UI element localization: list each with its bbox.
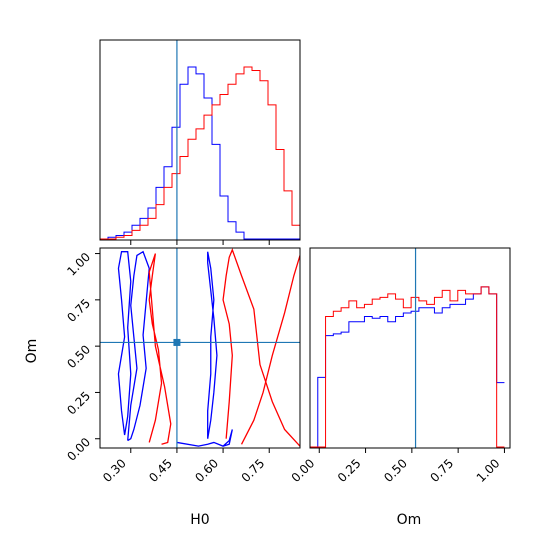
om-y-tick-label: 0.25: [64, 389, 93, 418]
om-tick-label: 1.00: [474, 456, 503, 485]
contour-series-1-line-2: [117, 251, 132, 436]
h0-tick-label: 0.30: [100, 456, 129, 485]
h0-hist-frame: [99, 39, 301, 241]
contour-frame: [99, 247, 301, 449]
h0-marginal-panel: [99, 39, 301, 245]
axis-labels: H0 Om Om: [24, 339, 421, 528]
h0-hist-series-2: [100, 66, 300, 240]
h0-hist-series-1: [100, 66, 300, 240]
om-hist-frame: [309, 247, 511, 449]
x-axis-label-h0: H0: [190, 512, 209, 528]
h0-tick-label: 0.75: [239, 456, 268, 485]
contour-series-2-line-2: [222, 248, 300, 447]
om-tick-label: 0.00: [289, 456, 318, 485]
y-axis-label-om: Om: [24, 339, 40, 364]
h0-tick-label: 0.60: [192, 456, 221, 485]
x-axis-label-om: Om: [397, 512, 422, 528]
om-hist-series-1: [310, 286, 505, 448]
truth-marker: [173, 338, 181, 346]
om-tick-label: 0.50: [381, 456, 410, 485]
om-marginal-panel: 0.00 0.25 0.50 0.75 1.00: [289, 247, 511, 485]
contour-series-1-line-4: [176, 429, 233, 447]
om-y-tick-label: 0.00: [64, 435, 93, 464]
om-y-tick-label: 0.50: [64, 342, 93, 371]
om-tick-label: 0.75: [427, 456, 456, 485]
h0-tick-label: 0.45: [146, 456, 175, 485]
om-tick-label: 0.25: [335, 456, 364, 485]
om-y-tick-label: 1.00: [64, 250, 93, 279]
om-y-tick-label: 0.75: [64, 296, 93, 325]
om-hist-series-2: [310, 286, 505, 448]
contour-series-2-line-1: [148, 253, 172, 445]
contour-lines: [117, 248, 300, 447]
contour-series-1-line-3: [207, 251, 218, 439]
contour-series-1-line-1: [127, 250, 150, 442]
contour-series-2-line-3: [240, 255, 300, 445]
h0-om-contour-panel: 0.30 0.45 0.60 0.75 0.00 0.25 0.50 0.75 1.00: [64, 247, 301, 485]
